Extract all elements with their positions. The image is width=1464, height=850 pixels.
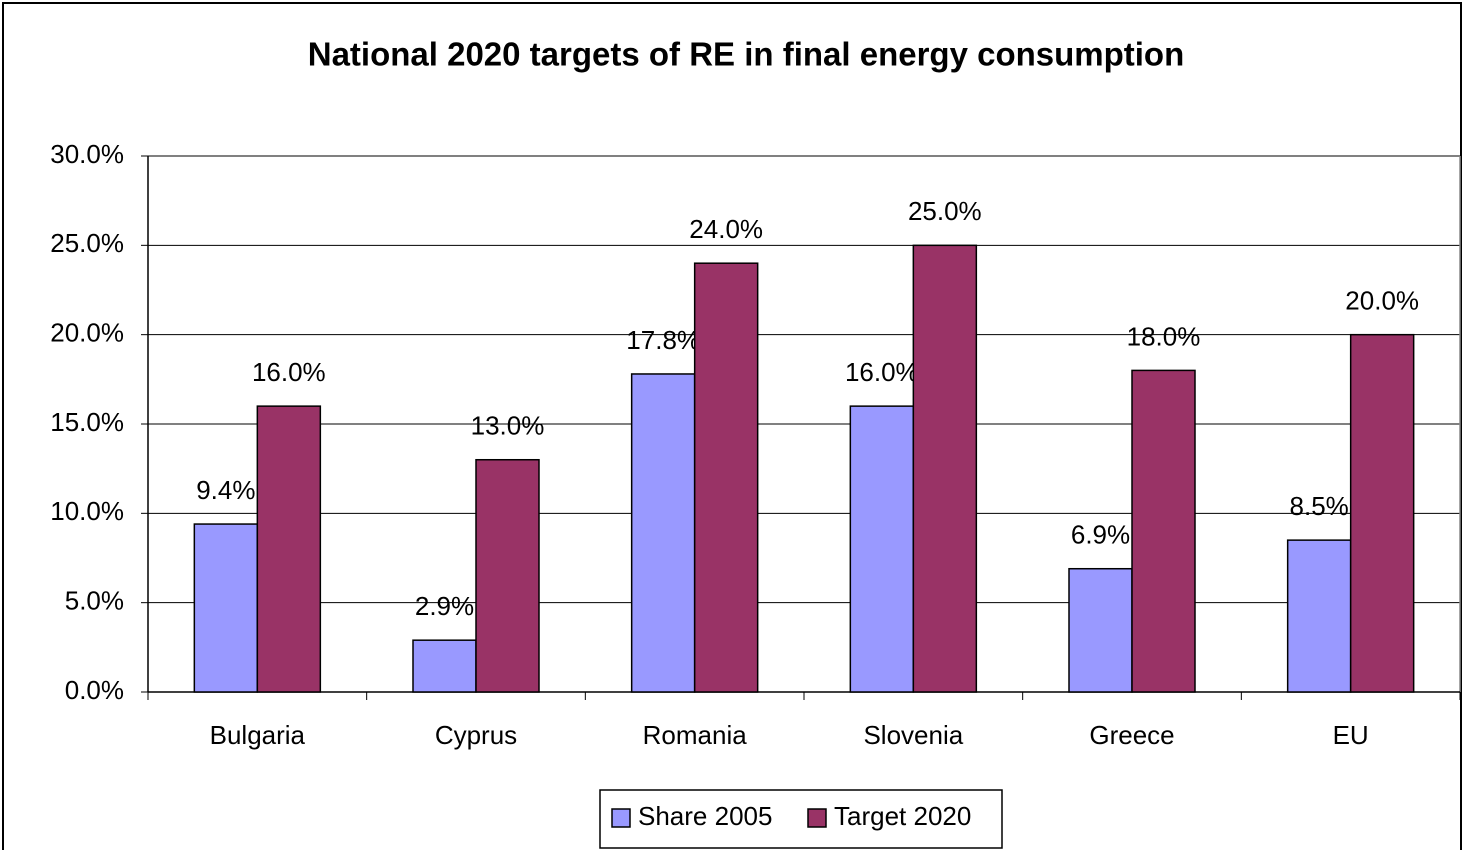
bar (1349, 333, 1415, 693)
value-label: 8.5% (1290, 491, 1349, 521)
bar (912, 244, 978, 693)
legend-label: Share 2005 (638, 801, 772, 831)
legend-box (599, 789, 1003, 849)
value-label: 20.0% (1345, 286, 1419, 316)
y-tick-label: 0.0% (65, 675, 124, 705)
bar (412, 639, 477, 693)
x-tick-label: Bulgaria (210, 720, 306, 750)
bar (630, 373, 696, 693)
value-label: 24.0% (689, 214, 763, 244)
x-tick-label: Greece (1089, 720, 1174, 750)
x-tick-label: Slovenia (863, 720, 963, 750)
value-label: 2.9% (415, 591, 474, 621)
x-tick-label: Cyprus (435, 720, 517, 750)
chart-title: National 2020 targets of RE in final ene… (308, 36, 1185, 73)
y-tick-label: 30.0% (50, 139, 124, 169)
x-tick-label: EU (1333, 720, 1369, 750)
value-label: 16.0% (845, 357, 919, 387)
legend-swatch (611, 808, 631, 828)
value-label: 25.0% (908, 196, 982, 226)
value-label: 6.9% (1071, 520, 1130, 550)
bar (849, 405, 915, 693)
legend-label: Target 2020 (834, 801, 971, 831)
bar (1131, 369, 1196, 693)
bar (193, 523, 259, 693)
bar (1286, 539, 1352, 693)
y-tick-label: 10.0% (50, 496, 124, 526)
y-tick-label: 25.0% (50, 228, 124, 258)
value-label: 17.8% (626, 325, 700, 355)
bar (1068, 567, 1133, 693)
legend-swatch (807, 808, 827, 828)
value-label: 13.0% (471, 411, 545, 441)
value-label: 9.4% (196, 475, 255, 505)
value-label: 16.0% (252, 357, 326, 387)
bar (256, 405, 322, 693)
value-label: 18.0% (1127, 321, 1201, 351)
y-tick-label: 15.0% (50, 407, 124, 437)
bar (693, 262, 759, 693)
bar (475, 458, 540, 693)
x-tick-label: Romania (643, 720, 748, 750)
y-tick-label: 20.0% (50, 318, 124, 348)
y-tick-label: 5.0% (65, 586, 124, 616)
